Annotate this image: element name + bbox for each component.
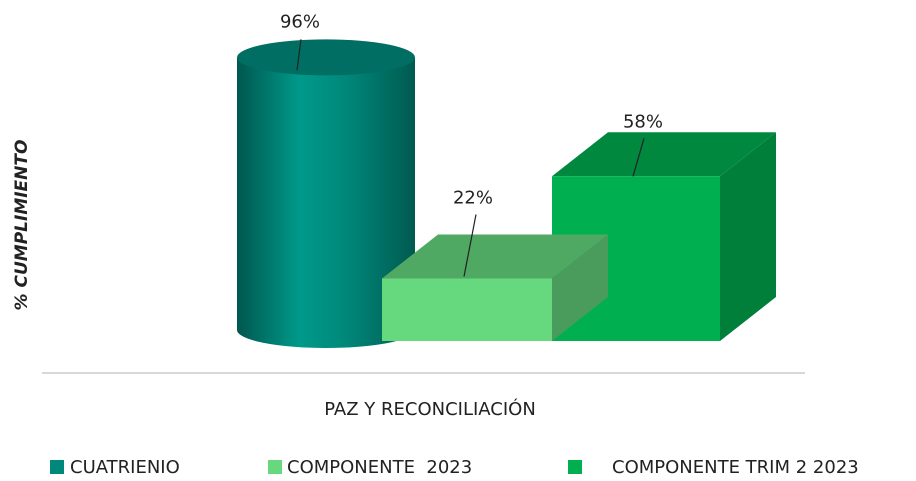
leader-line	[463, 214, 477, 277]
bar	[237, 39, 415, 349]
leader-line	[296, 39, 302, 71]
x-tick-label: PAZ Y RECONCILIACIÓN	[324, 398, 536, 420]
legend-swatch	[50, 460, 64, 474]
y-axis-label: % CUMPLIMIENTO	[12, 140, 32, 311]
legend-swatch	[268, 460, 282, 474]
data-label: 58%	[623, 111, 663, 132]
legend-swatch	[568, 460, 582, 474]
data-label: 22%	[453, 188, 493, 209]
data-label: 96%	[280, 11, 320, 32]
legend-label: COMPONENTE TRIM 2 2023	[612, 457, 859, 478]
leader-line	[632, 138, 645, 177]
bar	[382, 234, 608, 341]
legend-label: CUATRIENIO	[70, 457, 180, 478]
legend-label: COMPONENTE 2023	[287, 457, 472, 478]
